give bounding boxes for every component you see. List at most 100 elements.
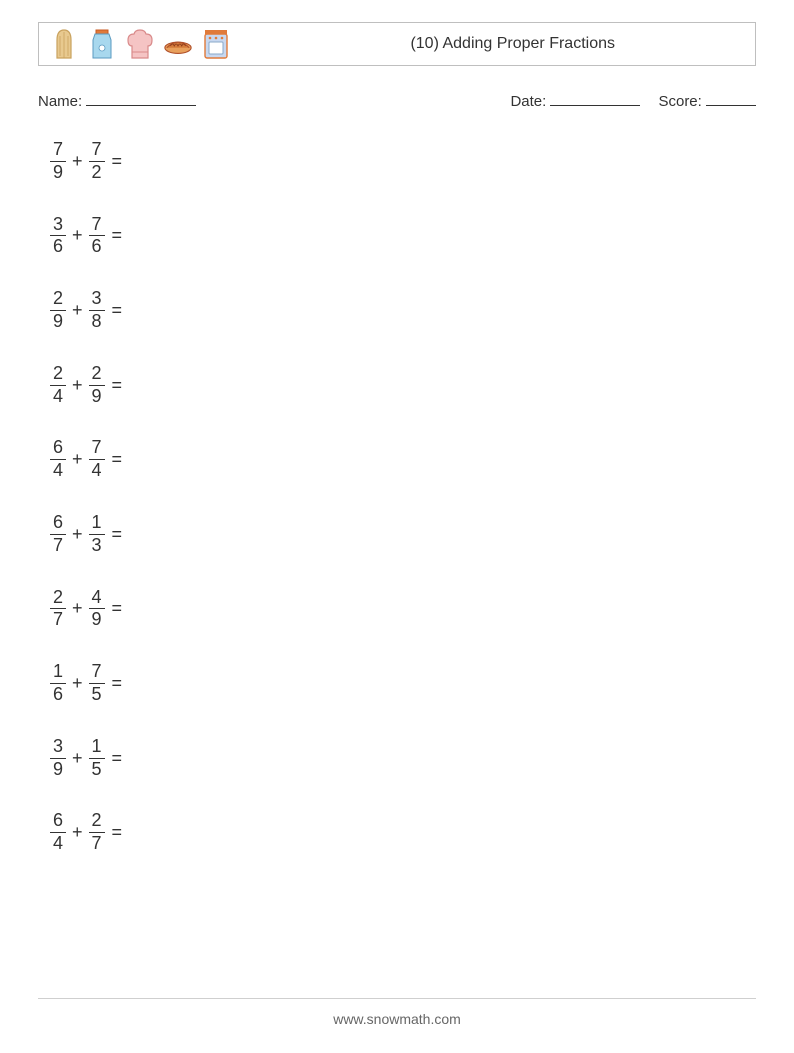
denominator: 9 (50, 310, 66, 332)
denominator: 6 (50, 235, 66, 257)
header-box: (10) Adding Proper Fractions (38, 22, 756, 66)
denominator: 8 (89, 310, 105, 332)
problem-row: 64 +27 = (50, 811, 122, 854)
name-blank (86, 92, 196, 106)
denominator: 7 (89, 832, 105, 854)
equals-sign: = (112, 598, 123, 619)
denominator: 6 (89, 235, 105, 257)
fraction-1: 36 (50, 215, 66, 258)
fraction-2: 13 (89, 513, 105, 556)
fraction-2: 75 (89, 662, 105, 705)
numerator: 1 (89, 737, 105, 758)
denominator: 5 (89, 758, 105, 780)
numerator: 2 (89, 811, 105, 832)
fraction-2: 38 (89, 289, 105, 332)
date-blank (550, 92, 640, 106)
date-label: Date: (510, 93, 546, 110)
bread-icon (49, 27, 79, 61)
numerator: 3 (50, 215, 66, 236)
fraction-2: 27 (89, 811, 105, 854)
header-icons (49, 27, 231, 61)
worksheet-title: (10) Adding Proper Fractions (410, 35, 745, 53)
denominator: 5 (89, 683, 105, 705)
problem-row: 29+38= (50, 289, 122, 332)
numerator: 1 (50, 662, 66, 683)
score-field: Score: (658, 92, 756, 110)
pie-icon (163, 27, 193, 61)
plus-sign: + (72, 673, 83, 694)
equals-sign: = (112, 748, 123, 769)
footer-url: www.snowmath.com (0, 1011, 794, 1027)
fraction-1: 67 (50, 513, 66, 556)
score-label: Score: (658, 93, 701, 110)
info-right: Date: Score: (510, 92, 756, 110)
denominator: 2 (89, 161, 105, 183)
problem-row: 36+76= (50, 215, 122, 258)
numerator: 7 (89, 215, 105, 236)
denominator: 4 (50, 832, 66, 854)
denominator: 4 (50, 459, 66, 481)
equals-sign: = (112, 673, 123, 694)
problem-row: 39 +15 = (50, 737, 122, 780)
numerator: 1 (89, 513, 105, 534)
problem-row: 79+72= (50, 140, 122, 183)
numerator: 2 (50, 588, 66, 609)
problem-row: 24 +29 = (50, 364, 122, 407)
numerator: 7 (89, 438, 105, 459)
equals-sign: = (112, 151, 123, 172)
plus-sign: + (72, 449, 83, 470)
fraction-1: 79 (50, 140, 66, 183)
equals-sign: = (112, 225, 123, 246)
problem-row: 67+13= (50, 513, 122, 556)
numerator: 2 (50, 289, 66, 310)
problem-row: 16 +75 = (50, 662, 122, 705)
numerator: 6 (50, 811, 66, 832)
fraction-1: 39 (50, 737, 66, 780)
denominator: 7 (50, 534, 66, 556)
oven-icon (201, 27, 231, 61)
plus-sign: + (72, 822, 83, 843)
info-row: Name: Date: Score: (38, 92, 756, 110)
plus-sign: + (72, 225, 83, 246)
name-field: Name: (38, 92, 196, 110)
fraction-1: 64 (50, 438, 66, 481)
fraction-2: 49 (89, 588, 105, 631)
plus-sign: + (72, 375, 83, 396)
numerator: 7 (89, 140, 105, 161)
plus-sign: + (72, 748, 83, 769)
fraction-1: 64 (50, 811, 66, 854)
denominator: 9 (50, 161, 66, 183)
fraction-1: 29 (50, 289, 66, 332)
problem-row: 64+74= (50, 438, 122, 481)
plus-sign: + (72, 300, 83, 321)
numerator: 7 (50, 140, 66, 161)
numerator: 3 (89, 289, 105, 310)
equals-sign: = (112, 449, 123, 470)
numerator: 4 (89, 588, 105, 609)
denominator: 9 (89, 385, 105, 407)
plus-sign: + (72, 524, 83, 545)
denominator: 4 (50, 385, 66, 407)
plus-sign: + (72, 598, 83, 619)
problem-row: 27 +49 = (50, 588, 122, 631)
numerator: 6 (50, 513, 66, 534)
fraction-2: 76 (89, 215, 105, 258)
bottom-rule (38, 998, 756, 999)
name-label: Name: (38, 93, 82, 110)
fraction-2: 15 (89, 737, 105, 780)
denominator: 3 (89, 534, 105, 556)
numerator: 2 (89, 364, 105, 385)
denominator: 6 (50, 683, 66, 705)
numerator: 6 (50, 438, 66, 459)
milk-icon (87, 27, 117, 61)
fraction-2: 74 (89, 438, 105, 481)
denominator: 9 (89, 608, 105, 630)
score-blank (706, 92, 756, 106)
denominator: 4 (89, 459, 105, 481)
fraction-1: 24 (50, 364, 66, 407)
plus-sign: + (72, 151, 83, 172)
date-field: Date: (510, 92, 640, 110)
fraction-1: 27 (50, 588, 66, 631)
equals-sign: = (112, 375, 123, 396)
equals-sign: = (112, 822, 123, 843)
